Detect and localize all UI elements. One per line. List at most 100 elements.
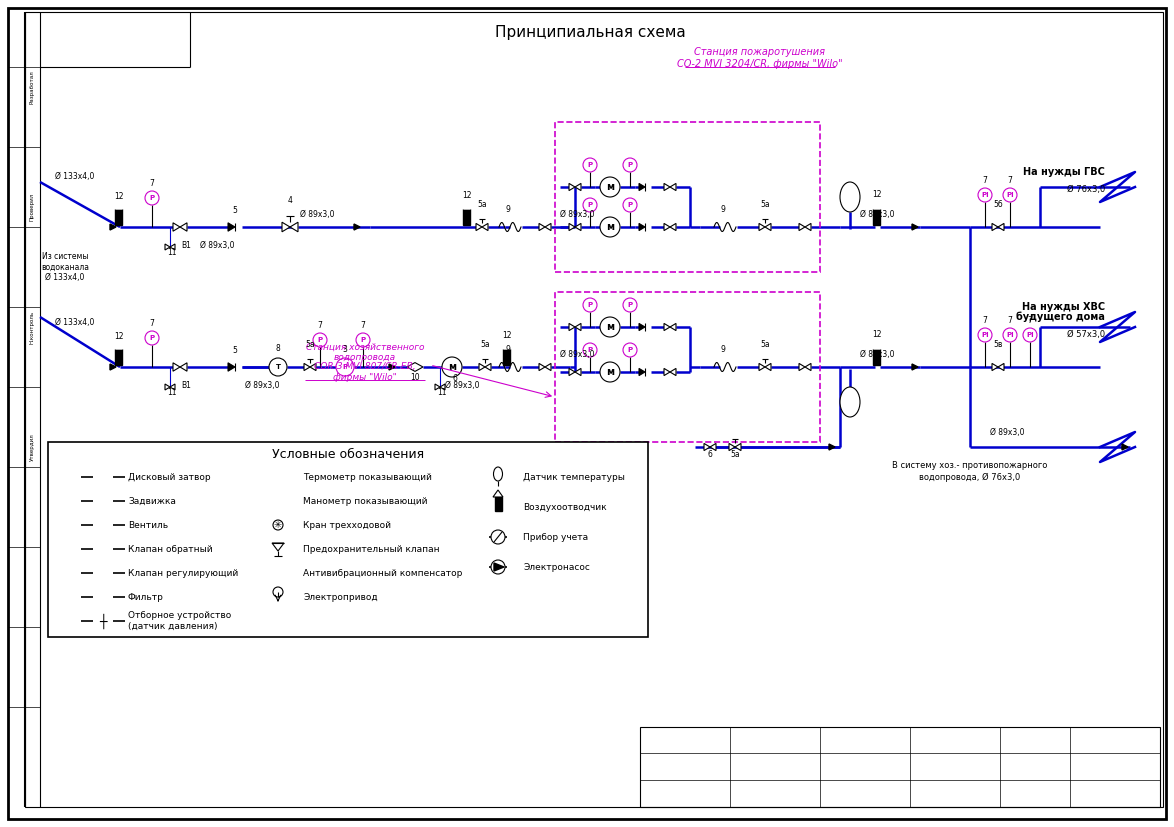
Polygon shape — [729, 443, 735, 451]
Polygon shape — [539, 223, 545, 231]
Polygon shape — [670, 184, 676, 190]
Bar — [640, 727, 1160, 807]
Bar — [555, 122, 819, 272]
Bar — [873, 209, 880, 225]
Text: Станция хозяйственного: Станция хозяйственного — [305, 342, 424, 351]
Text: 5а: 5а — [730, 450, 740, 459]
Polygon shape — [436, 384, 440, 390]
Text: ┼: ┼ — [100, 614, 107, 629]
Text: Ø 89х3,0: Ø 89х3,0 — [200, 241, 235, 250]
Text: Из системы
водоканала
Ø 133х4,0: Из системы водоканала Ø 133х4,0 — [41, 252, 89, 282]
Text: 9: 9 — [721, 205, 726, 214]
Text: Ø 76х3,0: Ø 76х3,0 — [1067, 185, 1105, 194]
Polygon shape — [97, 594, 109, 600]
Circle shape — [271, 470, 285, 484]
Polygon shape — [166, 384, 170, 390]
Text: На нужды ХВС: На нужды ХВС — [1021, 302, 1105, 312]
Text: Ø 89х3,0: Ø 89х3,0 — [560, 210, 594, 219]
Polygon shape — [180, 222, 187, 232]
Polygon shape — [103, 498, 108, 504]
Bar — [115, 349, 122, 365]
Polygon shape — [639, 184, 645, 190]
Text: Разработал: Разработал — [29, 70, 34, 104]
Circle shape — [491, 530, 505, 544]
Bar — [463, 209, 470, 225]
Text: м: м — [606, 367, 614, 377]
Polygon shape — [440, 384, 445, 390]
Text: 7: 7 — [149, 319, 155, 328]
Polygon shape — [575, 368, 581, 375]
Text: водопровода, Ø 76х3,0: водопровода, Ø 76х3,0 — [919, 473, 1020, 482]
Polygon shape — [173, 363, 180, 371]
Text: Р: Р — [627, 162, 633, 168]
Text: Р: Р — [317, 337, 323, 343]
Polygon shape — [1122, 444, 1128, 450]
Polygon shape — [110, 364, 116, 370]
Text: 7: 7 — [983, 316, 987, 325]
Circle shape — [623, 198, 637, 212]
Text: 9: 9 — [506, 345, 511, 354]
Polygon shape — [479, 363, 485, 370]
Text: Ø 57х3,0: Ø 57х3,0 — [1067, 330, 1105, 339]
Text: Станция пожаротушения: Станция пожаротушения — [695, 47, 825, 57]
Text: Предохранительный клапан: Предохранительный клапан — [303, 544, 439, 553]
Text: Р: Р — [149, 335, 155, 341]
Polygon shape — [639, 323, 645, 331]
Polygon shape — [504, 342, 511, 349]
Text: 10: 10 — [410, 373, 420, 382]
Circle shape — [146, 331, 158, 345]
Text: 7: 7 — [149, 179, 155, 188]
Circle shape — [623, 343, 637, 357]
Polygon shape — [475, 223, 483, 231]
Polygon shape — [173, 222, 180, 232]
Text: В1: В1 — [181, 381, 191, 390]
Polygon shape — [760, 223, 765, 231]
Text: Электронасос: Электронасос — [522, 562, 589, 571]
Circle shape — [978, 188, 992, 202]
Text: будущего дома: будущего дома — [1017, 312, 1105, 322]
Text: T: T — [276, 364, 281, 370]
Polygon shape — [664, 223, 670, 231]
Ellipse shape — [493, 467, 502, 481]
Text: 5а: 5а — [305, 340, 315, 349]
Text: Фильтр: Фильтр — [128, 592, 164, 601]
Polygon shape — [575, 223, 581, 231]
Circle shape — [600, 317, 620, 337]
Text: 5в: 5в — [993, 340, 1003, 349]
Text: Принципиальная схема: Принципиальная схема — [494, 25, 686, 40]
Text: Термометр показывающий: Термометр показывающий — [303, 472, 432, 481]
Text: фирмы "Wilo": фирмы "Wilo" — [333, 372, 397, 381]
Text: Р: Р — [276, 498, 281, 504]
Bar — [502, 349, 510, 365]
Text: Р: Р — [587, 202, 593, 208]
Polygon shape — [97, 570, 103, 576]
Text: Манометр показывающий: Манометр показывающий — [303, 496, 427, 505]
Text: Рl: Рl — [981, 192, 989, 198]
Text: Ø 89х3,0: Ø 89х3,0 — [560, 350, 594, 359]
Polygon shape — [483, 223, 488, 231]
Polygon shape — [493, 490, 502, 497]
Polygon shape — [992, 223, 998, 231]
Circle shape — [583, 198, 598, 212]
Text: Условные обозначения: Условные обозначения — [272, 447, 424, 461]
Text: 5а: 5а — [480, 340, 490, 349]
Text: Рl: Рl — [1026, 332, 1034, 338]
Polygon shape — [998, 223, 1004, 231]
Circle shape — [600, 177, 620, 197]
Text: 5а: 5а — [477, 200, 487, 209]
Text: Р: Р — [149, 195, 155, 201]
Circle shape — [583, 343, 598, 357]
Text: 11: 11 — [437, 388, 447, 397]
Polygon shape — [799, 223, 805, 231]
Polygon shape — [912, 224, 918, 230]
Polygon shape — [664, 323, 670, 331]
Circle shape — [146, 191, 158, 205]
Polygon shape — [355, 224, 360, 230]
Bar — [555, 292, 819, 442]
Text: 5а: 5а — [761, 200, 770, 209]
Text: Ø 89х3,0: Ø 89х3,0 — [861, 210, 895, 219]
Text: 12: 12 — [872, 190, 882, 199]
Polygon shape — [664, 368, 670, 375]
Text: 7: 7 — [1007, 176, 1012, 185]
Text: 7: 7 — [360, 321, 365, 330]
